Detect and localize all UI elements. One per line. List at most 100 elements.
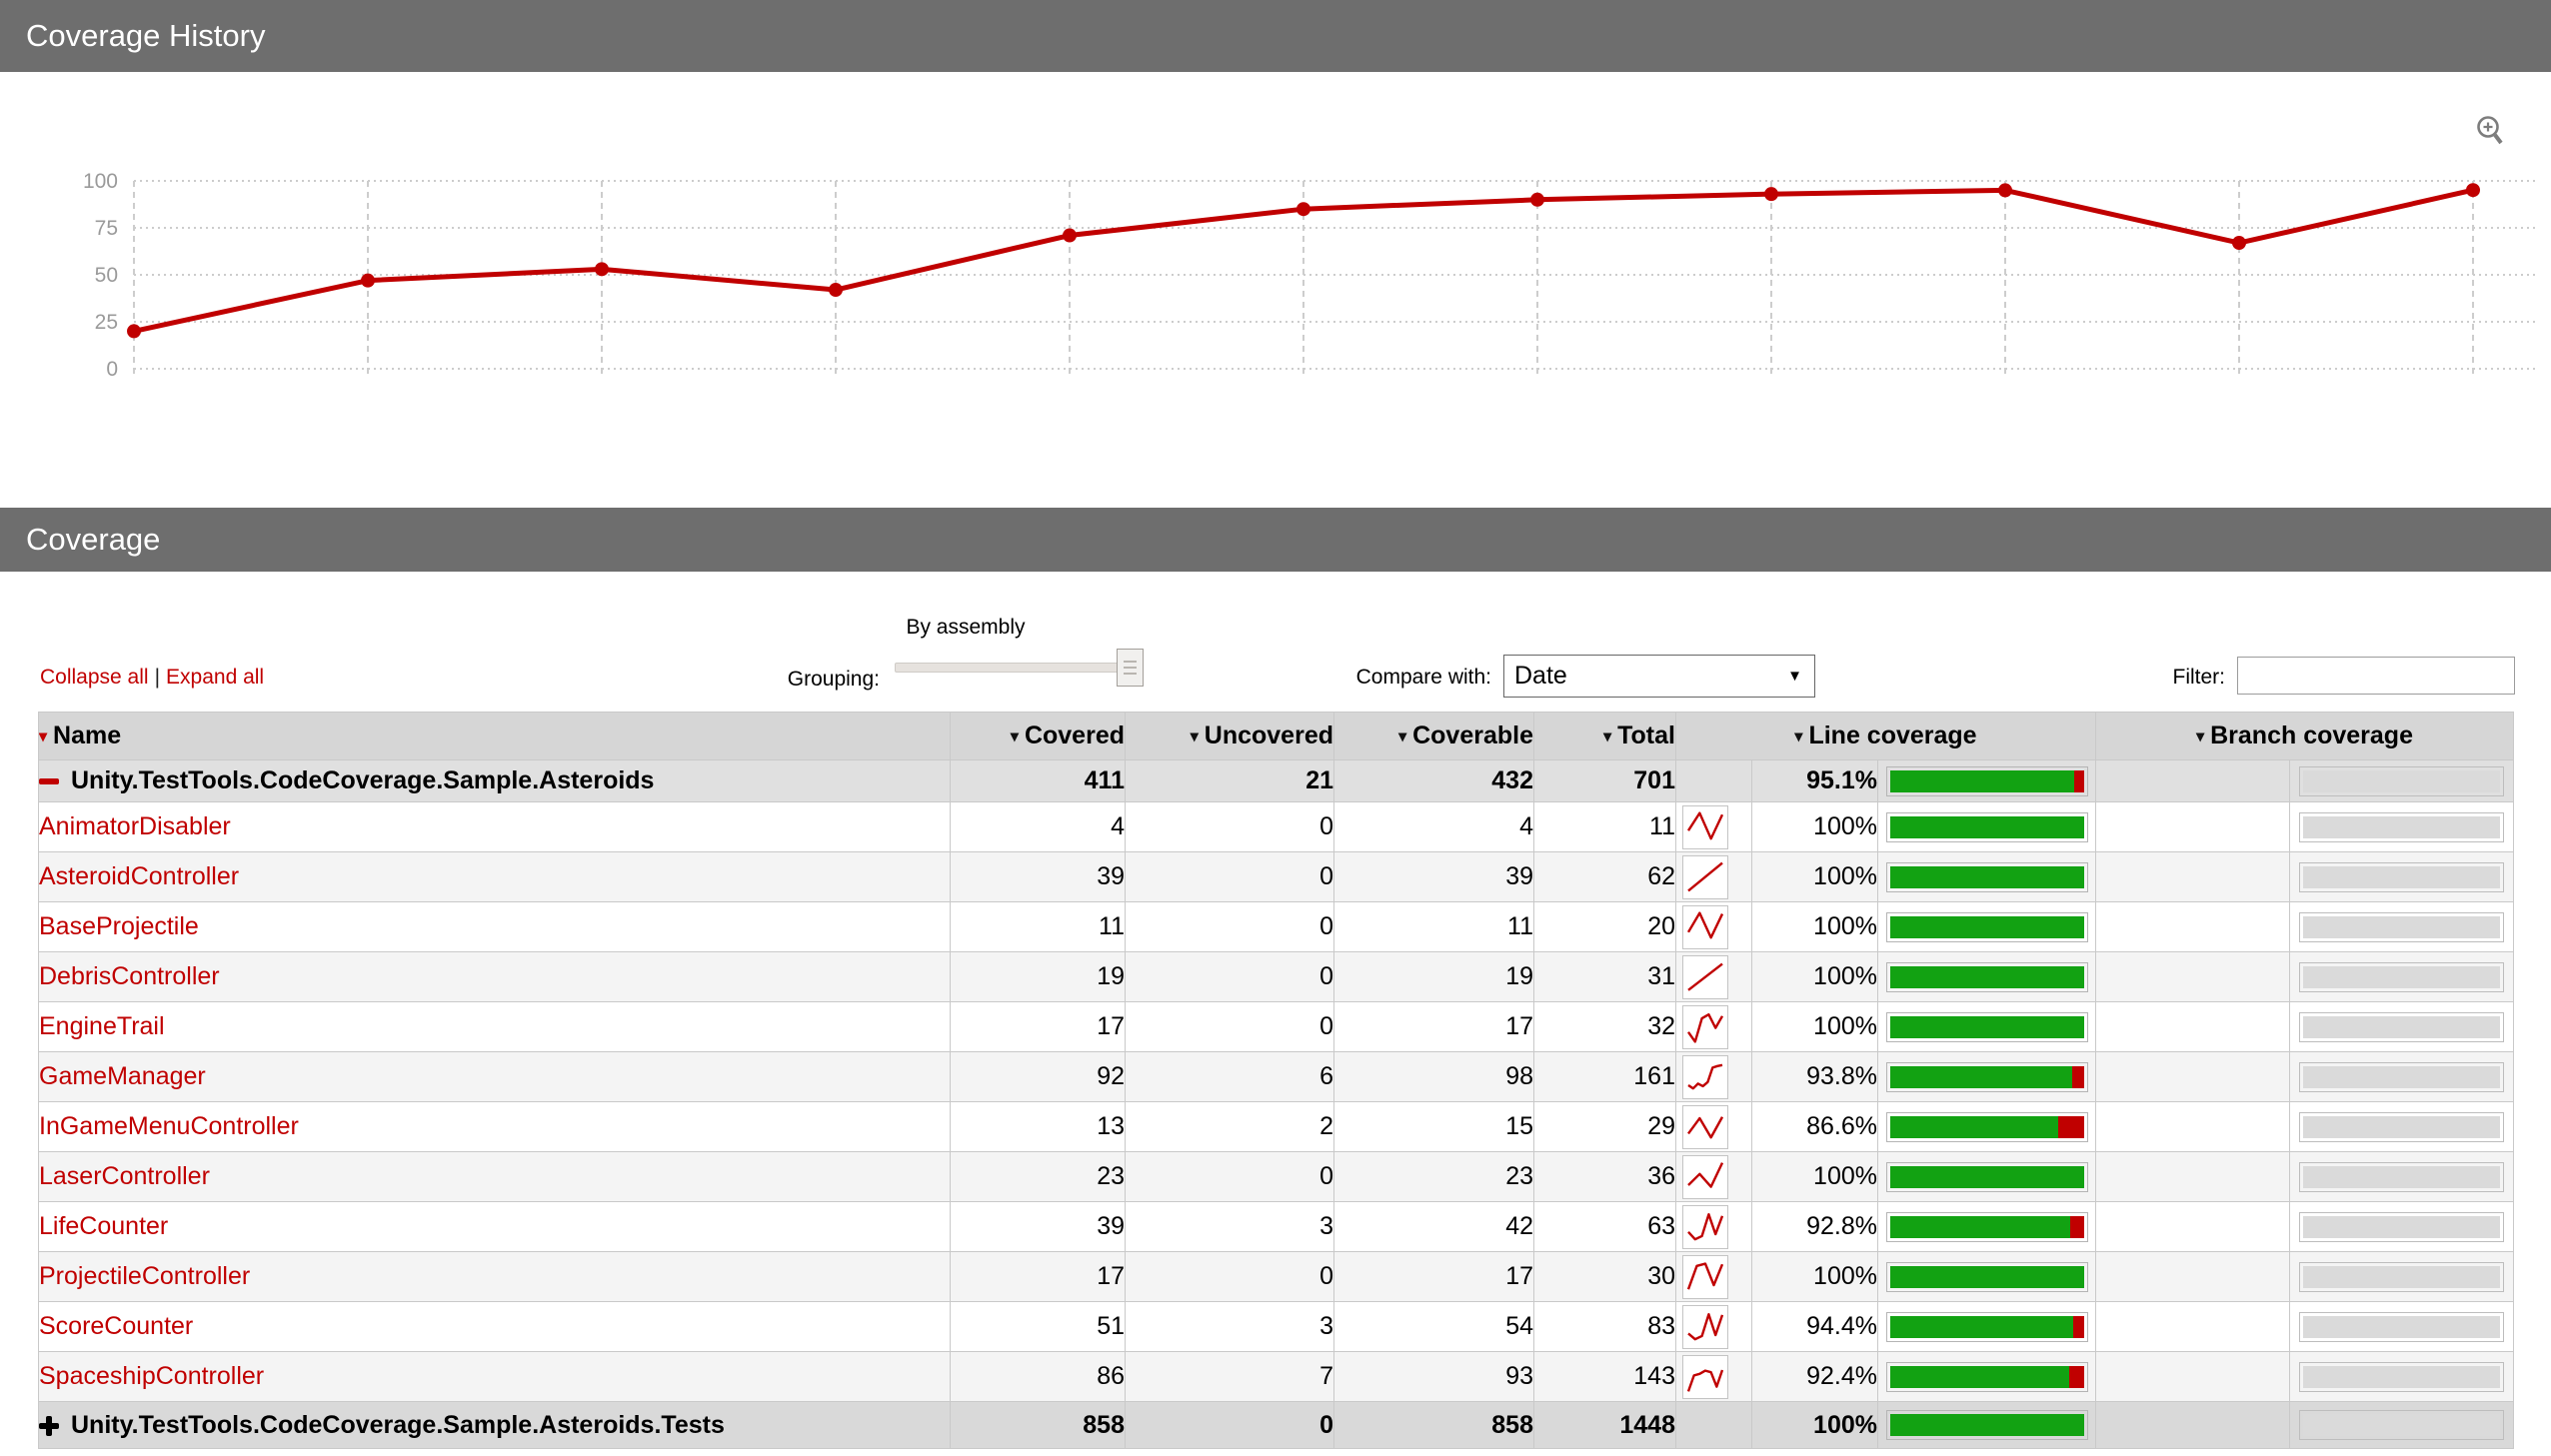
cell-branch-coverage-bar [2289,951,2515,1002]
class-link[interactable]: DebrisController [39,962,220,990]
class-link[interactable]: ProjectileController [39,1262,251,1290]
line-coverage-bar [1886,1161,2088,1192]
cell-line-coverage-percent: 92.8% [1751,1201,1878,1252]
branch-coverage-bar [2299,911,2505,942]
cell-branch-coverage-bar [2289,901,2515,952]
cell-uncovered: 7 [1125,1351,1334,1402]
expand-all-link[interactable]: Expand all [166,666,265,689]
cell-history-sparkline [1675,801,1752,852]
table-row-class: InGameMenuController 13 2 15 29 86.6% [38,1101,2515,1152]
branch-coverage-bar [2299,1111,2505,1142]
sort-desc-icon: ▾ [2196,728,2205,745]
line-coverage-bar [1886,1261,2088,1292]
cell-branch-coverage-bar [2289,1001,2515,1052]
data-point [2232,236,2246,251]
line-coverage-bar [1886,1361,2088,1392]
assembly-name: Unity.TestTools.CodeCoverage.Sample.Aste… [71,766,655,794]
class-link[interactable]: GameManager [39,1062,206,1090]
data-point [2466,183,2480,198]
class-link[interactable]: AsteroidController [39,862,240,890]
class-link[interactable]: LaserController [39,1162,210,1190]
sort-desc-icon: ▾ [1603,728,1612,745]
cell-uncovered: 3 [1125,1301,1334,1352]
cell-branch-coverage-bar [2289,1301,2515,1352]
cell-coverable: 98 [1333,1051,1534,1102]
class-link[interactable]: EngineTrail [39,1012,165,1040]
cell-branch-coverage-percent [2095,1401,2291,1449]
cell-line-coverage-percent: 95.1% [1751,759,1878,802]
cell-total: 20 [1533,901,1676,952]
branch-coverage-bar [2299,1011,2505,1042]
line-coverage-bar [1886,1011,2088,1042]
column-header-coverable[interactable]: ▾ Coverable [1333,712,1534,760]
collapse-all-link[interactable]: Collapse all [40,666,149,689]
cell-total: 62 [1533,851,1676,902]
column-header-name[interactable]: ▾ Name [38,712,951,760]
filter-input[interactable] [2237,657,2515,695]
table-row-assembly: Unity.TestTools.CodeCoverage.Sample.Aste… [38,1401,2515,1449]
class-link[interactable]: ScoreCounter [39,1312,194,1340]
cell-covered: 39 [950,1201,1126,1252]
coverage-history-chart: 0 25 50 75 100 [83,170,2539,381]
cell-branch-coverage-percent [2095,901,2291,952]
table-row-class: BaseProjectile 11 0 11 20 100% [38,901,2515,952]
chart-zoom-icon[interactable] [2475,114,2509,148]
cell-branch-coverage-percent [2095,1051,2291,1102]
column-header-branch-coverage[interactable]: ▾ Branch coverage [2095,712,2515,760]
class-link[interactable]: InGameMenuController [39,1112,299,1140]
history-sparkline-icon [1682,904,1728,949]
cell-coverable: 17 [1333,1251,1534,1302]
column-header-uncovered[interactable]: ▾ Uncovered [1125,712,1334,760]
cell-coverable: 15 [1333,1101,1534,1152]
table-row-class: AsteroidController 39 0 39 62 100% [38,851,2515,902]
cell-covered: 13 [950,1101,1126,1152]
cell-total: 63 [1533,1201,1676,1252]
cell-branch-coverage-percent [2095,1151,2291,1202]
collapse-group-icon[interactable] [39,778,59,785]
cell-history-sparkline [1675,1201,1752,1252]
cell-line-coverage-percent: 100% [1751,1001,1878,1052]
y-axis-tick-label: 75 [95,217,118,240]
cell-total: 32 [1533,1001,1676,1052]
data-point [127,324,141,339]
class-link[interactable]: SpaceshipController [39,1362,265,1390]
cell-coverable: 11 [1333,901,1534,952]
grouping-slider[interactable] [895,663,1137,673]
table-row-class: LifeCounter 39 3 42 63 92.8% [38,1201,2515,1252]
class-link[interactable]: AnimatorDisabler [39,812,231,840]
cell-covered: 411 [950,759,1126,802]
class-link[interactable]: LifeCounter [39,1212,169,1240]
chevron-down-icon: ▼ [1787,668,1802,685]
cell-covered: 858 [950,1401,1126,1449]
table-row-class: ScoreCounter 51 3 54 83 94.4% [38,1301,2515,1352]
cell-line-coverage-bar [1876,851,2097,902]
cell-history-sparkline [1675,851,1752,902]
history-sparkline-icon [1682,1304,1728,1349]
collapse-expand-links: Collapse all | Expand all [40,666,264,690]
column-header-line-coverage[interactable]: ▾ Line coverage [1674,712,2097,760]
cell-coverable: 23 [1333,1151,1534,1202]
compare-with-select[interactable]: Date ▼ [1503,655,1815,698]
column-header-covered[interactable]: ▾ Covered [950,712,1126,760]
column-header-total[interactable]: ▾ Total [1533,712,1676,760]
branch-coverage-bar [2299,811,2505,842]
coverage-table: ▾ Name ▾ Covered ▾ Uncovered ▾ Coverable ▾ To… [38,712,2515,1449]
cell-line-coverage-bar [1876,1051,2097,1102]
y-axis-tick-label: 100 [83,170,118,193]
data-point [1530,192,1544,207]
expand-group-icon[interactable] [39,1415,59,1436]
table-header-row: ▾ Name ▾ Covered ▾ Uncovered ▾ Coverable ▾ To… [38,712,2515,760]
table-row-class: DebrisController 19 0 19 31 100% [38,951,2515,1002]
line-coverage-bar [1886,811,2088,842]
cell-branch-coverage-bar [2289,1201,2515,1252]
class-link[interactable]: BaseProjectile [39,912,199,940]
data-point [1063,228,1077,243]
grouping-slider-thumb[interactable] [1117,649,1144,687]
cell-history-sparkline [1675,1001,1752,1052]
line-coverage-bar [1886,1111,2088,1142]
cell-branch-coverage-bar [2289,801,2515,852]
cell-total: 36 [1533,1151,1676,1202]
data-point [829,283,843,298]
cell-branch-coverage-percent [2095,1201,2291,1252]
